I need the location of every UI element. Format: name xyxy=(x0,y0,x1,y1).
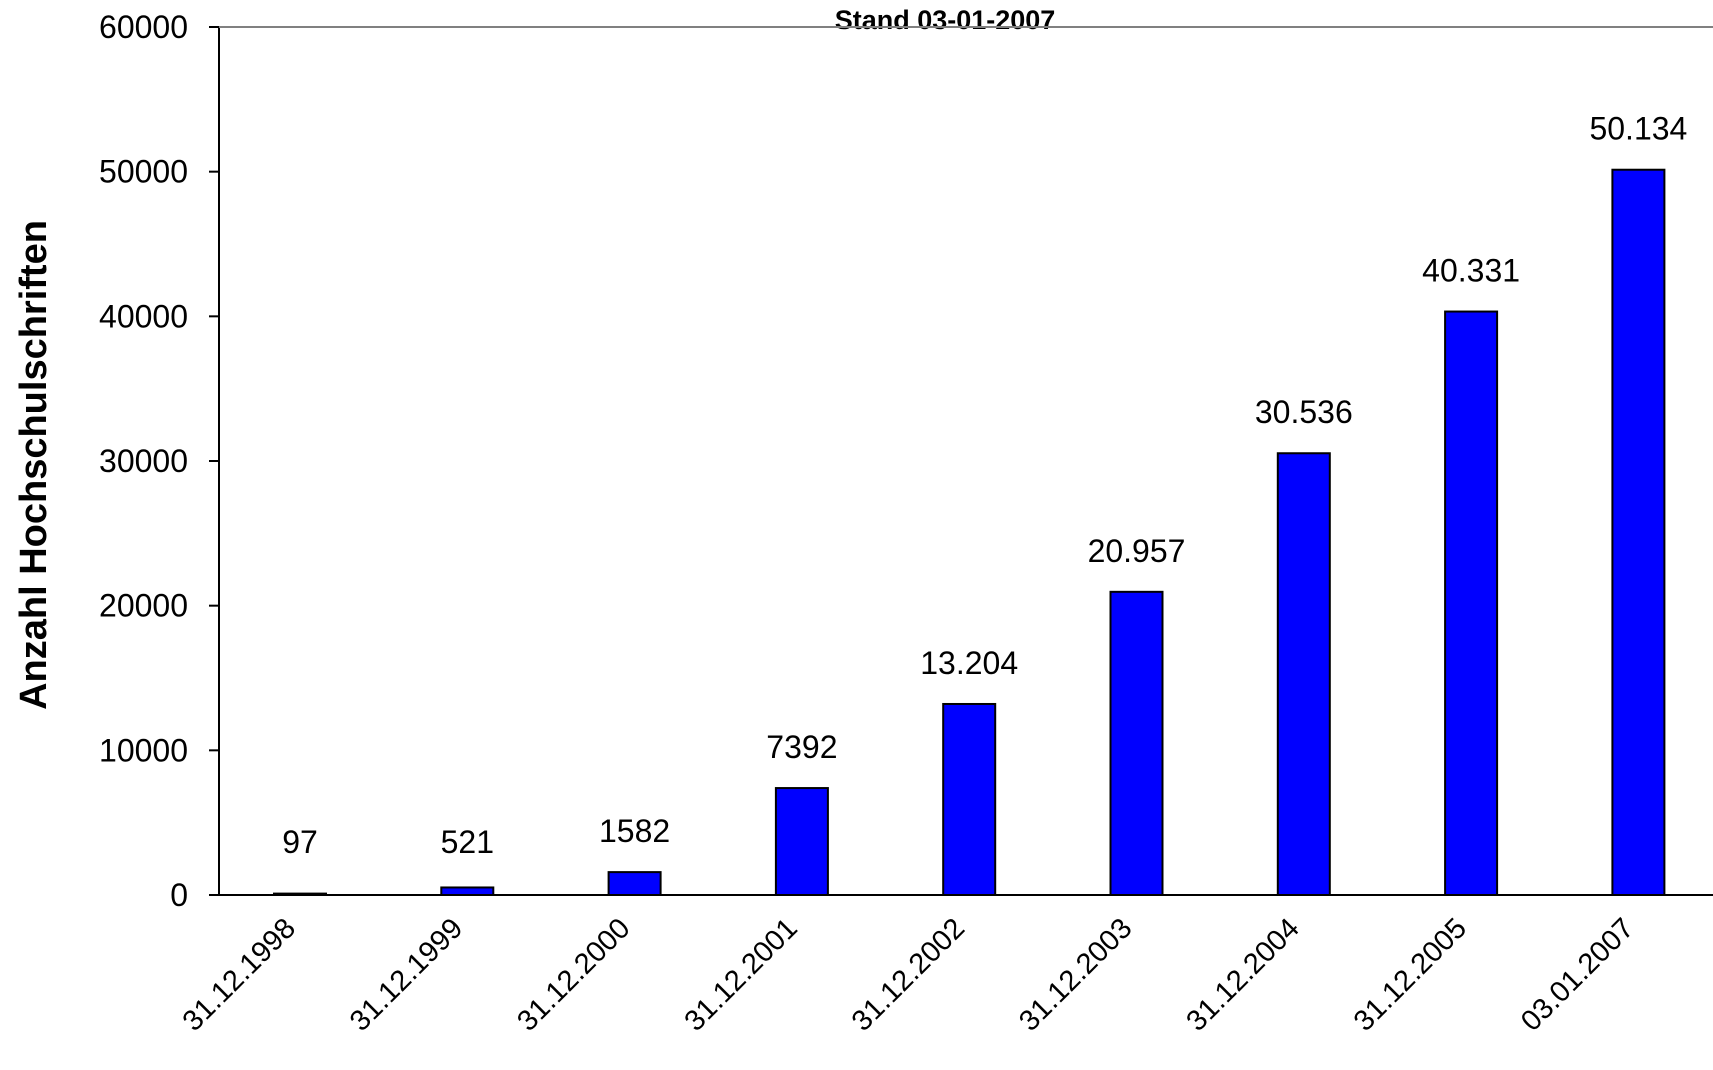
bar xyxy=(1276,452,1331,896)
data-label: 20.957 xyxy=(1088,533,1186,569)
bar xyxy=(1109,590,1164,897)
y-tick-label: 50000 xyxy=(99,154,188,190)
x-tick-label: 31.12.2002 xyxy=(846,912,971,1037)
data-label: 50.134 xyxy=(1589,111,1687,147)
x-tick-label: 31.12.1998 xyxy=(177,912,302,1037)
data-label: 30.536 xyxy=(1255,394,1353,430)
bar xyxy=(607,871,662,896)
bar xyxy=(774,787,829,896)
x-tick-label: 31.12.2003 xyxy=(1013,912,1138,1037)
data-label: 40.331 xyxy=(1422,253,1520,289)
y-axis-label: Anzahl Hochschulschriften xyxy=(13,220,55,710)
x-tick-labels: 31.12.1998 31.12.1999 31.12.2000 31.12.2001… xyxy=(177,912,1641,1037)
y-tick-label: 40000 xyxy=(99,298,188,334)
data-labels: 97 521 1582 7392 13.204 20.957 30.536 40.331 50.… xyxy=(282,111,1687,860)
x-tick-label: 31.12.1999 xyxy=(344,912,469,1037)
x-tick-label: 31.12.2001 xyxy=(679,912,804,1037)
x-tick-label: 03.01.2007 xyxy=(1515,912,1640,1037)
bar xyxy=(942,702,997,896)
data-label: 13.204 xyxy=(920,645,1018,681)
y-ticks: 0 10000 20000 30000 40000 50000 60000 xyxy=(99,9,219,913)
x-tick-label: 31.12.2004 xyxy=(1180,912,1305,1037)
y-tick-label: 0 xyxy=(170,877,188,913)
x-tick-label: 31.12.2005 xyxy=(1348,912,1473,1037)
data-label: 7392 xyxy=(766,729,837,765)
y-tick-label: 20000 xyxy=(99,588,188,624)
bar xyxy=(1611,168,1666,896)
x-tick-label: 31.12.2000 xyxy=(511,912,636,1037)
data-label: 521 xyxy=(441,824,494,860)
bar xyxy=(273,892,327,897)
y-tick-label: 60000 xyxy=(99,9,188,45)
data-label: 1582 xyxy=(599,813,670,849)
y-tick-label: 10000 xyxy=(99,732,188,768)
bar xyxy=(1444,310,1499,896)
bar xyxy=(440,886,495,897)
bars xyxy=(273,168,1666,897)
data-label: 97 xyxy=(282,824,318,860)
chart-title: Stand 03-01-2007 xyxy=(835,5,1056,35)
y-tick-label: 30000 xyxy=(99,443,188,479)
